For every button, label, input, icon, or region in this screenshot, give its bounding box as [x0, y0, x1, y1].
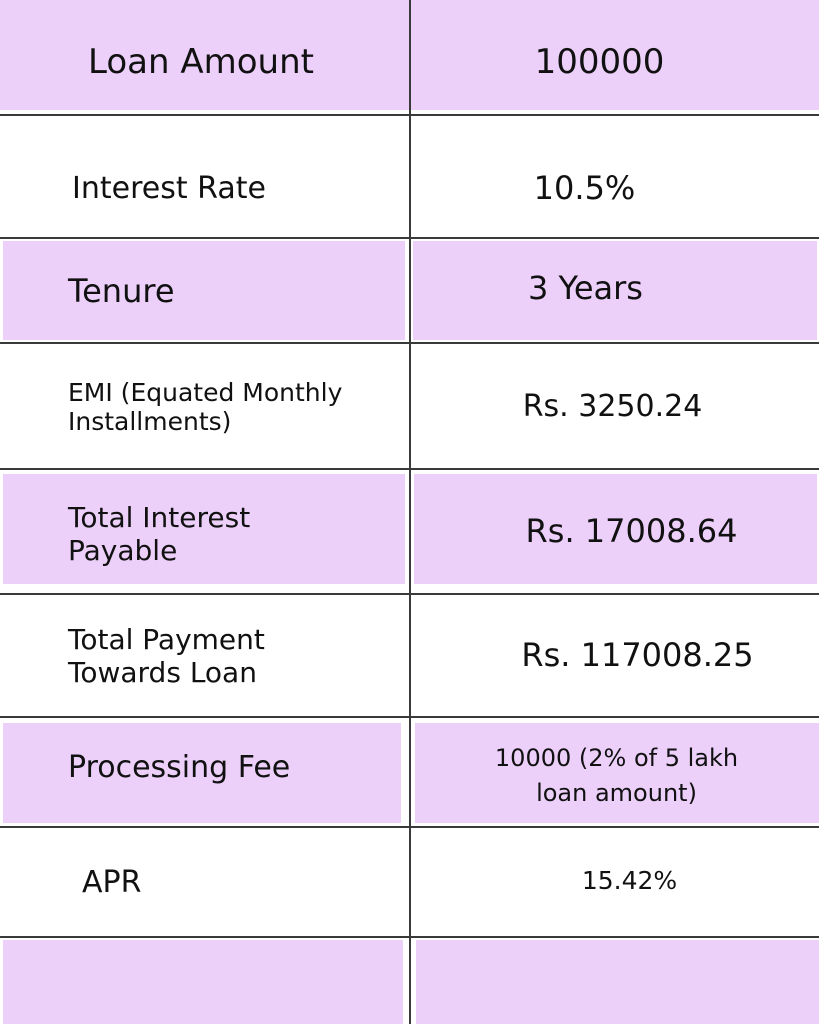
row-band-processing-fee-value	[415, 723, 819, 823]
row-divider	[0, 936, 819, 938]
total-payment-value: Rs. 117008.25	[521, 636, 754, 675]
row-divider	[0, 468, 819, 470]
row-divider	[0, 593, 819, 595]
processing-fee-label: Processing Fee	[68, 750, 291, 786]
column-divider	[409, 0, 411, 1024]
row-divider	[0, 716, 819, 718]
loan-amount-label: Loan Amount	[88, 41, 314, 82]
row-band-tenure-value	[413, 241, 817, 340]
row-band-tenure	[3, 241, 405, 340]
row-band-loan-amount-value	[411, 0, 819, 110]
loan-amount-value: 100000	[534, 41, 665, 82]
row-divider	[0, 342, 819, 344]
interest-rate-label: Interest Rate	[72, 171, 266, 207]
row-band-total-interest-value	[414, 474, 817, 584]
total-payment-label: Total Payment Towards Loan	[68, 622, 265, 689]
interest-rate-value: 10.5%	[533, 169, 636, 208]
processing-fee-value: 10000 (2% of 5 lakh loan amount)	[494, 744, 739, 807]
row-band-loan-amount	[0, 0, 409, 110]
tenure-label: Tenure	[68, 271, 175, 310]
apr-label: APR	[82, 865, 142, 901]
row-band-empty	[3, 940, 403, 1024]
row-band-empty-value	[416, 940, 819, 1024]
emi-label: EMI (Equated Monthly Installments)	[68, 377, 343, 437]
tenure-value: 3 Years	[528, 268, 643, 307]
row-divider	[0, 237, 819, 239]
apr-value: 15.42%	[581, 866, 678, 896]
row-band-total-interest	[3, 474, 405, 584]
row-divider	[0, 114, 819, 116]
total-interest-label: Total Interest Payable	[68, 500, 251, 567]
row-band-processing-fee	[3, 723, 401, 823]
emi-value: Rs. 3250.24	[522, 389, 703, 425]
row-divider	[0, 826, 819, 828]
total-interest-value: Rs. 17008.64	[525, 512, 738, 551]
